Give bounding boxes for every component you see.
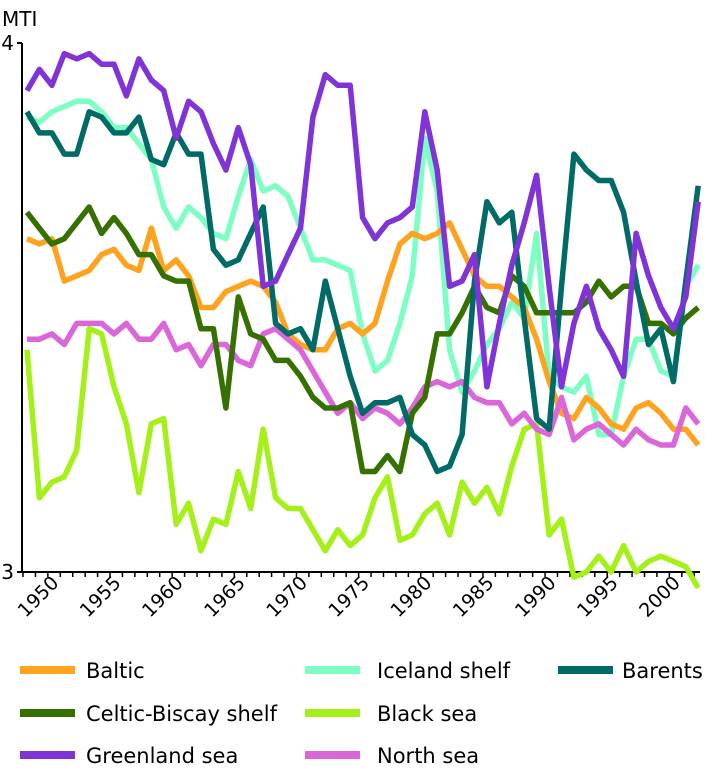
x-tick-label: 1990 bbox=[511, 572, 561, 622]
legend-item-baltic: Baltic bbox=[20, 659, 145, 683]
series-line-barents bbox=[24, 109, 701, 475]
series-line-celtic-biscay-shelf bbox=[24, 204, 700, 475]
series-line-greenland-sea bbox=[24, 50, 701, 390]
legend-swatch bbox=[558, 666, 613, 674]
legend-item-greenland-sea: Greenland sea bbox=[20, 744, 238, 768]
x-tick-label: 1995 bbox=[573, 572, 623, 622]
x-tick-label: 1950 bbox=[14, 572, 64, 622]
x-tick-label: 2000 bbox=[635, 572, 685, 622]
y-tick-label: 3 bbox=[1, 560, 14, 584]
legend-item-iceland-shelf: Iceland shelf bbox=[305, 659, 511, 683]
x-tick-label: 1985 bbox=[449, 572, 499, 622]
legend-item-black-sea: Black sea bbox=[305, 702, 477, 726]
series-line-black-sea bbox=[24, 325, 701, 590]
legend-item-celtic-biscay-shelf: Celtic-Biscay shelf bbox=[20, 702, 278, 726]
legend-label: Iceland shelf bbox=[377, 659, 511, 683]
legend: Baltic Iceland shelf Barents Celtic-Biscay … bbox=[20, 659, 703, 768]
legend-label: Baltic bbox=[86, 659, 145, 683]
legend-swatch bbox=[305, 709, 360, 717]
legend-item-north-sea: North sea bbox=[305, 744, 479, 768]
legend-swatch bbox=[305, 751, 360, 759]
y-axis-label: MTI bbox=[2, 7, 37, 31]
legend-swatch bbox=[305, 666, 360, 674]
legend-label: North sea bbox=[377, 744, 479, 768]
legend-label: Greenland sea bbox=[86, 744, 238, 768]
legend-label: Celtic-Biscay shelf bbox=[86, 702, 278, 726]
x-tick-label: 1960 bbox=[138, 572, 188, 622]
x-tick-label: 1975 bbox=[324, 572, 374, 622]
series-line-north-sea bbox=[27, 320, 701, 448]
legend-swatch bbox=[20, 709, 75, 717]
x-tick-label: 1970 bbox=[262, 572, 312, 622]
legend-swatch bbox=[20, 751, 75, 759]
y-tick-label: 4 bbox=[1, 31, 14, 55]
legend-label: Black sea bbox=[377, 702, 477, 726]
series-line-baltic bbox=[25, 220, 701, 447]
legend-swatch bbox=[20, 666, 75, 674]
x-tick-label: 1955 bbox=[76, 572, 126, 622]
x-tick-label: 1965 bbox=[200, 572, 250, 622]
legend-item-barents: Barents bbox=[558, 659, 703, 683]
series-lines bbox=[24, 50, 701, 590]
x-tick-label: 1980 bbox=[387, 572, 437, 622]
legend-label: Barents bbox=[622, 659, 703, 683]
